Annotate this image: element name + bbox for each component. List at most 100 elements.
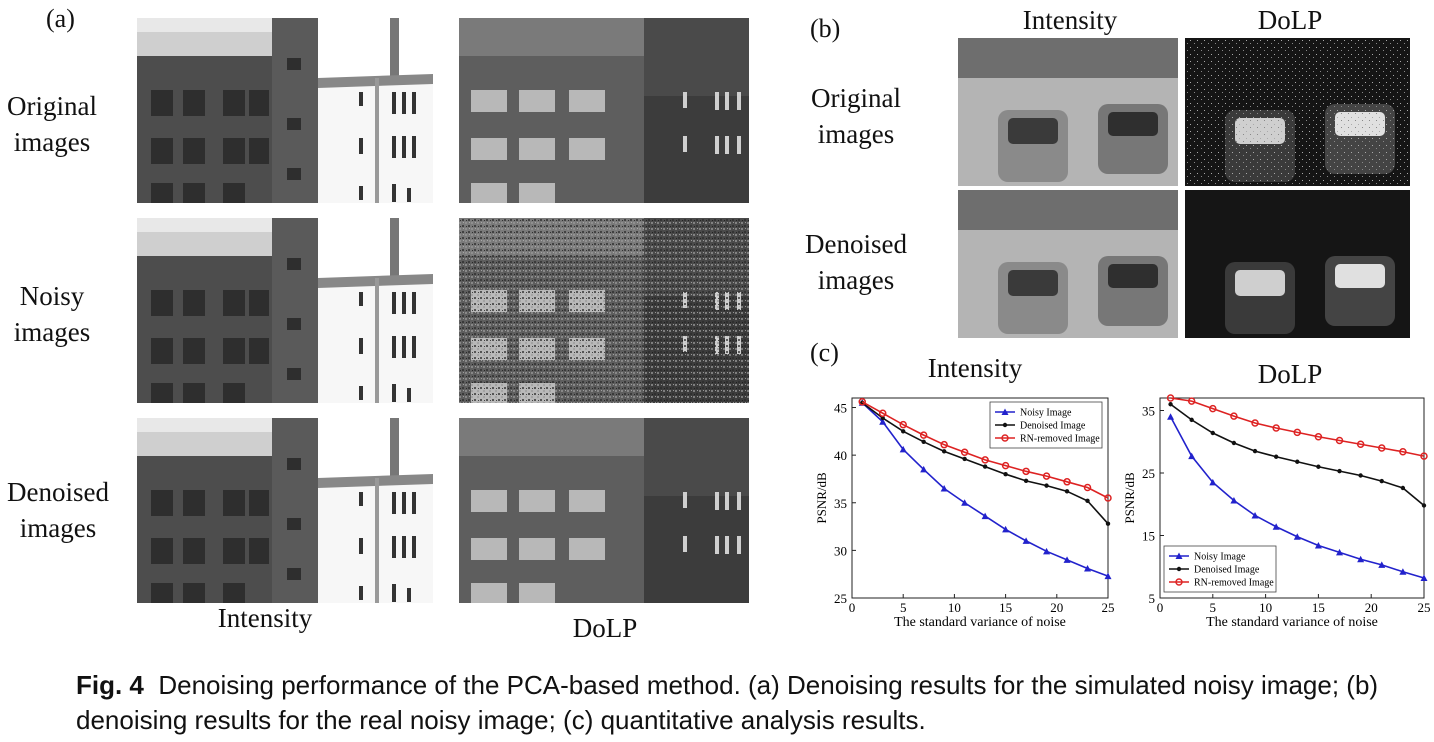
legend-label: RN-removed Image <box>1020 434 1100 445</box>
legend-label: Denoised Image <box>1020 421 1086 432</box>
data-point <box>1252 448 1258 454</box>
data-point <box>981 512 989 520</box>
legend-label: Noisy Image <box>1194 552 1246 563</box>
data-point <box>1230 412 1238 420</box>
data-point <box>1337 468 1342 474</box>
data-point <box>1293 428 1302 437</box>
legend-label: RN-removed Image <box>1194 578 1274 589</box>
data-point <box>879 418 887 425</box>
data-point <box>1167 413 1175 420</box>
data-point <box>1400 485 1406 491</box>
data-point <box>1272 523 1280 530</box>
x-tick-label: 25 <box>1102 600 1115 615</box>
data-point <box>1064 489 1070 494</box>
row-label-line2: images <box>13 127 91 157</box>
x-tick-label: 0 <box>1157 600 1164 615</box>
data-point <box>961 499 969 506</box>
panel-b-col-label-intensity: Intensity <box>1022 5 1118 35</box>
data-point <box>920 465 928 473</box>
series-line-2 <box>861 401 1109 499</box>
data-point <box>1085 498 1090 504</box>
legend-marker <box>1175 578 1183 586</box>
data-point <box>878 409 887 417</box>
data-point <box>1001 461 1010 470</box>
row-label-line1: Noisy <box>19 281 85 311</box>
row-label-line1: Denoised <box>7 477 109 507</box>
caption-label: Fig. 4 <box>76 670 144 700</box>
series-line-2 <box>1170 397 1425 457</box>
x-tick-label: 25 <box>1418 600 1431 615</box>
data-point <box>962 456 967 462</box>
panel-a-row-label-original: Original images <box>0 88 104 160</box>
x-tick-label: 5 <box>1210 600 1217 615</box>
data-point <box>940 440 948 449</box>
data-point <box>858 398 866 406</box>
data-point <box>1378 561 1386 568</box>
legend-marker <box>1176 566 1182 572</box>
data-point <box>1336 548 1344 556</box>
data-point <box>1357 555 1365 563</box>
data-point <box>1293 533 1301 540</box>
caption-text: Denoising performance of the PCA-based m… <box>76 670 1379 735</box>
data-point <box>1231 440 1237 446</box>
data-point <box>1379 478 1384 484</box>
data-point <box>1314 433 1323 441</box>
data-point <box>1063 478 1071 486</box>
data-point <box>1273 454 1279 459</box>
data-point <box>941 449 947 454</box>
row-label-line1: Denoised <box>805 229 907 259</box>
data-point <box>1295 459 1300 464</box>
y-tick-label: 40 <box>834 448 847 463</box>
psnr-chart-intensity: 0 5 10 15 20 25 25 30 35 40 45 The standard varianc… <box>814 397 1115 630</box>
x-tick-label: 10 <box>1259 600 1272 615</box>
data-point <box>1022 537 1030 544</box>
y-tick-label: 15 <box>1142 529 1155 544</box>
data-point <box>960 448 969 457</box>
panel-b-col-label-dolp: DoLP <box>1257 5 1323 35</box>
panel-a-row-label-denoised: Denoised images <box>0 474 116 546</box>
x-tick-label: 20 <box>1365 600 1378 615</box>
data-point <box>1358 473 1363 478</box>
data-point <box>921 439 926 445</box>
data-point <box>1104 572 1112 580</box>
y-tick-label: 30 <box>834 543 847 558</box>
data-point <box>1042 472 1051 480</box>
data-point <box>1189 417 1194 423</box>
data-point <box>1209 478 1217 486</box>
x-tick-label: 5 <box>900 600 907 615</box>
data-point <box>1044 483 1049 488</box>
row-label-line2: images <box>19 513 97 543</box>
data-point <box>1043 547 1051 555</box>
data-point <box>1356 440 1365 448</box>
data-point <box>1105 521 1111 526</box>
data-point <box>1251 512 1259 519</box>
legend-label: Denoised Image <box>1194 565 1260 576</box>
data-point <box>1209 404 1217 413</box>
data-point <box>1272 424 1280 432</box>
data-point <box>982 464 988 469</box>
data-point <box>1023 478 1029 484</box>
data-point <box>1002 525 1010 533</box>
x-tick-label: 15 <box>999 600 1012 615</box>
panel-b-images <box>958 38 1410 338</box>
row-label-line2: images <box>817 119 895 149</box>
row-label-line2: images <box>13 317 91 347</box>
data-point <box>1188 452 1196 460</box>
x-tick-label: 0 <box>849 600 856 615</box>
panel-b-letter: (b) <box>810 14 841 43</box>
x-tick-label: 10 <box>948 600 961 615</box>
data-point <box>940 484 948 492</box>
panel-a-intensity-images <box>137 18 433 603</box>
data-point <box>1083 483 1092 492</box>
data-point <box>1251 419 1259 427</box>
legend-marker <box>1001 434 1009 442</box>
figure-caption: Fig. 4 Denoising performance of the PCA-… <box>76 668 1406 738</box>
legend-marker <box>1002 422 1008 428</box>
data-point <box>1420 574 1428 581</box>
legend-marker <box>1001 408 1009 415</box>
panel-b-row-label-denoised: Denoised images <box>796 226 916 298</box>
panel-c-letter: (c) <box>810 338 839 367</box>
panel-a-col-label-intensity: Intensity <box>217 603 313 633</box>
panel-a-letter: (a) <box>46 4 75 33</box>
